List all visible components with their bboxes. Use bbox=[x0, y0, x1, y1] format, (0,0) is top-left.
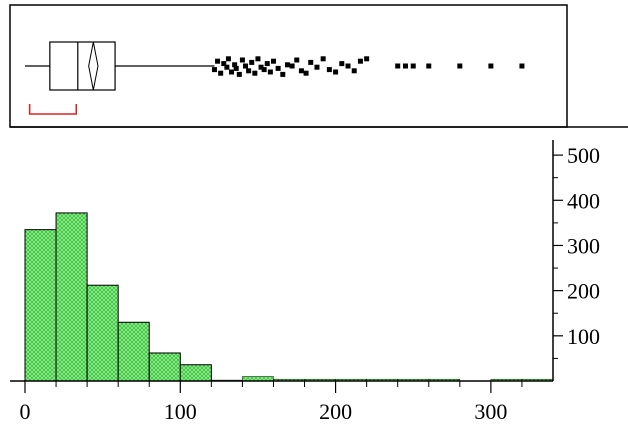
outlier-point bbox=[211, 67, 217, 73]
box-plot bbox=[25, 41, 525, 115]
x-tick-label: 0 bbox=[20, 399, 31, 424]
outlier-point bbox=[308, 59, 314, 65]
x-tick-label: 200 bbox=[319, 399, 352, 424]
outlier-point bbox=[410, 63, 416, 69]
outlier-point bbox=[294, 57, 300, 63]
outlier-point bbox=[326, 67, 332, 73]
outlier-point bbox=[339, 61, 345, 67]
outlier-point bbox=[298, 68, 304, 74]
outlier-point bbox=[275, 65, 281, 71]
outlier-point bbox=[215, 58, 221, 64]
outlier-point bbox=[488, 63, 494, 69]
histogram-bar bbox=[117, 321, 150, 382]
histogram-bar bbox=[179, 364, 212, 382]
outlier-point bbox=[345, 63, 351, 69]
outlier-point bbox=[364, 56, 370, 62]
y-tick-label: 500 bbox=[567, 143, 600, 168]
outlier-point bbox=[267, 69, 273, 75]
histogram-bar bbox=[24, 229, 57, 382]
shortest-half-bracket bbox=[28, 104, 77, 115]
outlier-point bbox=[221, 61, 227, 67]
outlier-point bbox=[333, 69, 339, 75]
outlier-point bbox=[289, 63, 295, 69]
outlier-point bbox=[270, 58, 276, 64]
y-tick-label: 300 bbox=[567, 233, 600, 258]
outlier-point bbox=[303, 70, 309, 76]
outlier-point bbox=[395, 63, 401, 69]
outlier-point bbox=[402, 63, 408, 69]
outlier-point bbox=[232, 62, 238, 68]
y-tick-label: 200 bbox=[567, 279, 600, 304]
y-tick-label: 400 bbox=[567, 188, 600, 213]
outlier-point bbox=[264, 61, 270, 67]
outlier-point bbox=[239, 57, 245, 63]
histogram-bar bbox=[86, 284, 119, 382]
outlier-point bbox=[236, 71, 242, 77]
outlier-point bbox=[261, 67, 267, 73]
outlier-point bbox=[426, 63, 432, 69]
outlier-point bbox=[357, 58, 363, 64]
outlier-point bbox=[233, 65, 239, 71]
outlier-point bbox=[225, 56, 231, 62]
outlier-point bbox=[320, 56, 326, 62]
outlier-point bbox=[224, 64, 230, 70]
box-iqr bbox=[49, 41, 116, 91]
x-tick-label: 300 bbox=[474, 399, 507, 424]
outlier-point bbox=[255, 56, 261, 62]
axes: 0 100 200 300 100 200 300 400 500 bbox=[10, 140, 600, 424]
outlier-point bbox=[314, 64, 320, 70]
outlier-point bbox=[229, 69, 235, 75]
outlier-point bbox=[284, 62, 290, 68]
histogram bbox=[24, 212, 554, 382]
mean-diamond bbox=[88, 41, 99, 91]
y-tick-label: 100 bbox=[567, 324, 600, 349]
outlier-point bbox=[252, 70, 258, 76]
x-tick-label: 100 bbox=[164, 399, 197, 424]
outlier-point bbox=[249, 59, 255, 65]
outlier-point bbox=[519, 63, 525, 69]
outlier-point bbox=[243, 63, 249, 69]
outlier-point bbox=[457, 63, 463, 69]
histogram-bar bbox=[148, 352, 181, 382]
histogram-bar bbox=[55, 212, 88, 382]
outlier-point bbox=[246, 68, 252, 74]
outlier-point bbox=[218, 70, 224, 76]
outlier-point bbox=[351, 68, 357, 74]
outlier-point bbox=[280, 71, 286, 77]
outlier-point bbox=[258, 64, 264, 70]
